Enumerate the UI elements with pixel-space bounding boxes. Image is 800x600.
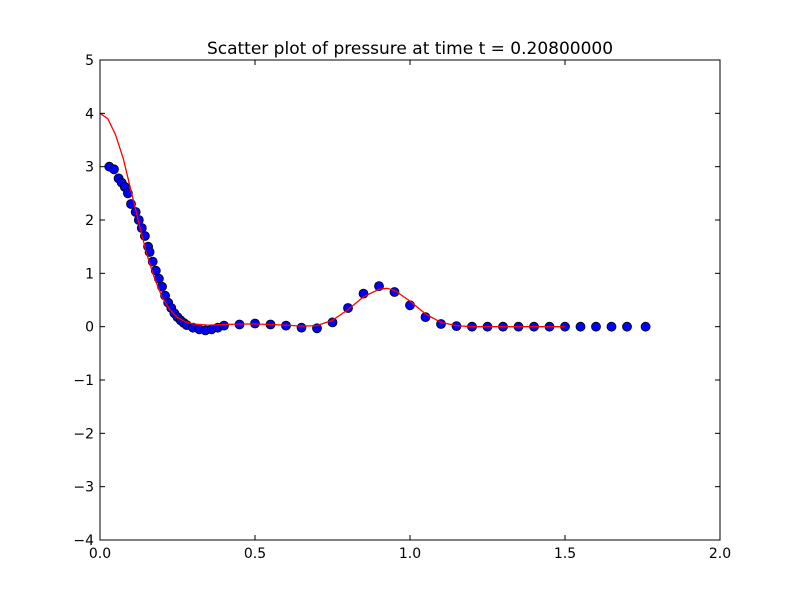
- scatter-point: [606, 321, 617, 332]
- y-tick-label: −4: [73, 533, 94, 549]
- scatter-point: [109, 164, 119, 175]
- y-tick-label: −1: [73, 373, 94, 389]
- data-marks: [99, 112, 651, 336]
- axes: 0.0 0.5 1.0 1.5 2.0 −4 −3 −2 −1 0 1 2 3 4 5: [73, 53, 731, 562]
- scatter-point: [640, 321, 651, 332]
- x-tick-label: 1.5: [554, 546, 576, 562]
- y-tick-label: 1: [85, 266, 94, 282]
- y-tick-label: 3: [85, 160, 94, 176]
- y-tick-label: −3: [73, 480, 94, 496]
- y-tick-label: 4: [85, 106, 94, 122]
- x-tick-label: 1.0: [399, 546, 421, 562]
- chart-title: Scatter plot of pressure at time t = 0.2…: [207, 39, 613, 59]
- scatter-point: [343, 303, 353, 313]
- series-line: [99, 112, 565, 328]
- plot-area: [100, 60, 720, 540]
- x-tick-label: 0.5: [244, 546, 266, 562]
- scatter-point: [622, 321, 632, 332]
- y-tick-label: 0: [85, 320, 94, 336]
- x-tick-label: 0.0: [89, 546, 111, 562]
- y-tick-label: −2: [73, 426, 94, 442]
- scatter-point: [575, 321, 586, 332]
- scatter-point: [219, 320, 229, 331]
- y-tick-label: 2: [85, 213, 94, 229]
- scatter-point: [296, 322, 307, 333]
- x-tick-label: 2.0: [709, 546, 731, 562]
- scatter-point: [327, 317, 338, 328]
- y-tick-label: 5: [85, 53, 94, 69]
- scatter-point: [405, 300, 415, 311]
- scatter-point: [374, 281, 384, 292]
- scatter-point: [591, 321, 601, 332]
- scatter-point: [123, 188, 133, 199]
